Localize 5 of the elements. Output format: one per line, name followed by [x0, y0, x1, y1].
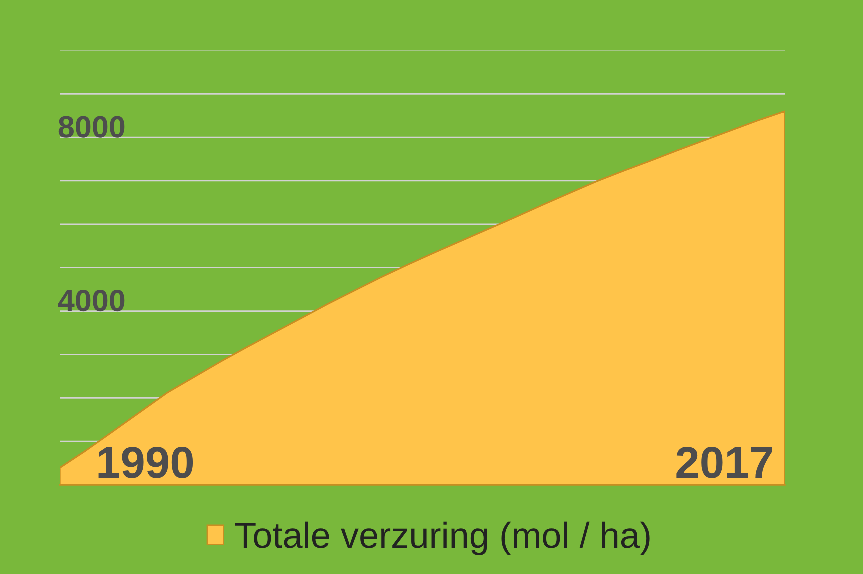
annotation: 1990: [98, 446, 194, 478]
legend-label: Totale verzuring (mol / ha): [235, 522, 650, 556]
y-tick-label: 8000: [58, 116, 125, 138]
annotation: 2017: [676, 446, 772, 478]
y-tick-label: 4000: [58, 290, 125, 312]
